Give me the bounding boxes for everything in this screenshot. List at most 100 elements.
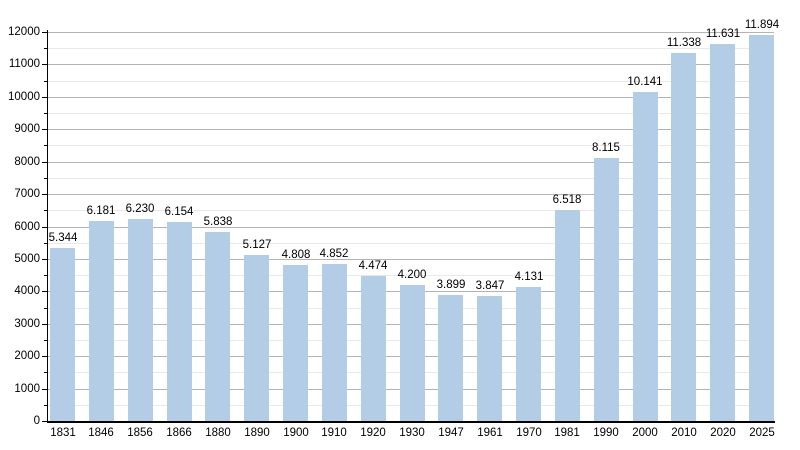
y-tick-mark [42, 227, 48, 228]
bar [516, 287, 541, 421]
y-tick-label: 8000 [14, 156, 40, 168]
y-tick-mark [42, 259, 48, 260]
y-tick-mark [44, 48, 48, 49]
y-tick-label: 3000 [14, 318, 40, 330]
bar [671, 53, 696, 421]
x-tick-label: 1890 [244, 427, 270, 439]
x-tick-label: 1947 [438, 427, 464, 439]
bar [555, 210, 580, 421]
bar-value-label: 11.631 [705, 28, 741, 40]
bar [749, 35, 774, 421]
bar-value-label: 6.154 [164, 206, 194, 218]
y-tick-label: 5000 [14, 253, 40, 265]
gridline-major [48, 259, 774, 260]
gridline-minor [48, 210, 774, 211]
gridline-minor [48, 81, 774, 82]
x-tick-label: 1970 [516, 427, 542, 439]
gridline-minor [48, 113, 774, 114]
y-tick-label: 10000 [8, 91, 40, 103]
y-tick-mark [42, 291, 48, 292]
gridline-minor [48, 178, 774, 179]
gridline-minor [48, 145, 774, 146]
x-tick-label: 2020 [710, 427, 736, 439]
bar [50, 248, 75, 421]
bar-value-label: 11.338 [666, 37, 702, 49]
bar [477, 296, 502, 421]
y-tick-mark [42, 32, 48, 33]
gridline-major [48, 32, 774, 33]
bar-value-label: 10.141 [627, 76, 663, 88]
x-tick-label: 2025 [749, 427, 775, 439]
x-tick-label: 1866 [166, 427, 192, 439]
y-tick-label: 12000 [8, 26, 40, 38]
x-tick-label: 2000 [632, 427, 658, 439]
y-tick-mark [42, 97, 48, 98]
x-tick-label: 1920 [360, 427, 386, 439]
bar-value-label: 6.181 [86, 205, 116, 217]
bar-value-label: 5.344 [48, 232, 78, 244]
gridline-major [48, 227, 774, 228]
bar-value-label: 3.847 [475, 280, 505, 292]
y-tick-label: 6000 [14, 221, 40, 233]
gridline-major [48, 129, 774, 130]
bar-value-label: 4.852 [319, 248, 349, 260]
x-tick-label: 1930 [399, 427, 425, 439]
bar [438, 295, 463, 421]
x-tick-label: 1846 [88, 427, 114, 439]
bar [167, 222, 192, 421]
y-axis-line [47, 30, 48, 423]
y-tick-mark [44, 81, 48, 82]
bar [283, 265, 308, 421]
y-tick-label: 0 [33, 415, 40, 427]
bar-value-label: 4.131 [514, 271, 544, 283]
bar [244, 255, 269, 421]
x-tick-label: 1880 [205, 427, 231, 439]
x-tick-label: 1981 [554, 427, 580, 439]
y-tick-mark [44, 210, 48, 211]
bar [128, 219, 153, 421]
bar-value-label: 6.518 [552, 194, 582, 206]
x-tick-label: 1961 [477, 427, 503, 439]
bar-value-label: 11.894 [744, 19, 780, 31]
y-tick-mark [42, 129, 48, 130]
y-tick-mark [42, 64, 48, 65]
y-tick-label: 11000 [8, 58, 40, 70]
x-tick-label: 1856 [127, 427, 153, 439]
bar-value-label: 5.838 [203, 216, 233, 228]
bar [633, 92, 658, 421]
gridline-major [48, 162, 774, 163]
x-tick-label: 2010 [671, 427, 697, 439]
bar-value-label: 4.200 [397, 269, 427, 281]
x-tick-label: 1910 [321, 427, 347, 439]
bar [205, 232, 230, 421]
y-tick-mark [42, 421, 48, 422]
y-tick-mark [42, 162, 48, 163]
y-tick-mark [44, 340, 48, 341]
y-tick-mark [44, 405, 48, 406]
gridline-major [48, 194, 774, 195]
y-tick-label: 4000 [14, 285, 40, 297]
bar-value-label: 6.230 [125, 203, 155, 215]
y-tick-label: 2000 [14, 350, 40, 362]
y-tick-mark [44, 113, 48, 114]
y-tick-mark [44, 145, 48, 146]
x-tick-label: 1990 [593, 427, 619, 439]
bar [594, 158, 619, 421]
gridline-minor [48, 275, 774, 276]
y-tick-mark [44, 243, 48, 244]
x-tick-label: 1900 [283, 427, 309, 439]
gridline-minor [48, 48, 774, 49]
y-tick-label: 7000 [14, 188, 40, 200]
bar-value-label: 8.115 [592, 142, 620, 154]
bar [322, 264, 347, 421]
bar-value-label: 4.474 [358, 260, 388, 272]
y-tick-label: 1000 [14, 383, 40, 395]
bar-value-label: 4.808 [281, 249, 311, 261]
bar-value-label: 5.127 [242, 239, 272, 251]
x-tick-label: 1831 [50, 427, 76, 439]
y-tick-mark [42, 324, 48, 325]
y-tick-label: 9000 [14, 123, 40, 135]
y-tick-mark [44, 372, 48, 373]
bar [400, 285, 425, 421]
